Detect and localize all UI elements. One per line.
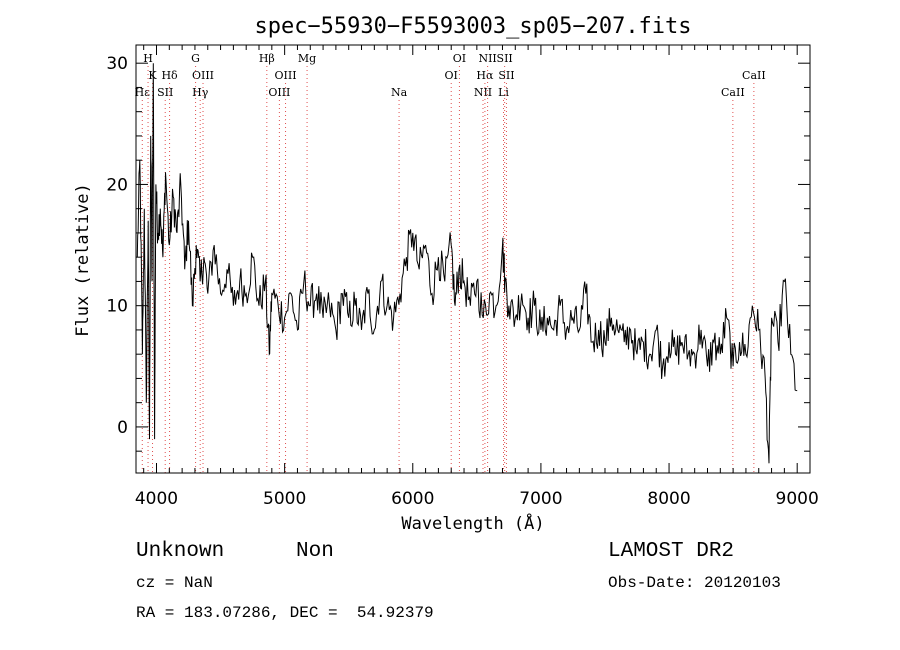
spectral-line-label: Hδ [161,69,178,82]
spectral-line-markers [141,66,755,473]
spectral-line-label: H [143,52,153,65]
spectral-line-label: OI [445,69,458,82]
x-tick-label: 8000 [647,489,690,509]
spectral-line-label: NII [478,52,496,65]
spectral-line-label: OI [453,52,466,65]
spectral-line-label: SII [497,52,513,65]
spectral-line-label: Hγ [192,86,209,99]
spectral-line-label: OIII [268,86,290,99]
spectrum-line [136,63,798,464]
x-tick-label: 7000 [519,489,562,509]
subclass-text: Non [296,540,334,563]
spectral-line-label: Hα [476,69,494,82]
spectral-line-label: SII [498,69,514,82]
x-tick-label: 9000 [776,489,819,509]
spectral-line-label: SII [157,86,173,99]
spectral-line-label: OIII [192,69,214,82]
spectral-line-label: Na [391,86,408,99]
x-tick-label: 4000 [135,489,178,509]
y-tick-label: 10 [106,297,128,317]
survey-text: LAMOST DR2 [608,540,735,563]
x-tick-label: 5000 [263,489,306,509]
obsdate-text: Obs-Date: 20120103 [608,574,781,592]
spectral-line-label: Hε [135,86,151,99]
spectral-line-label: Li [498,86,509,99]
y-axis: 0 10 20 30 [106,54,810,452]
cz-text: cz = NaN [136,574,213,592]
spectral-line-label: G [191,52,200,65]
spectral-line-label: CaII [721,86,745,99]
spectral-line-label: OIII [275,69,297,82]
x-axis: 4000 5000 6000 7000 8000 9000 [135,45,819,509]
x-tick-label: 6000 [391,489,434,509]
spectral-line-label: NII [474,86,492,99]
spectral-line-label: Mg [298,52,316,65]
y-axis-label: Flux (relative) [73,183,93,337]
radec-text: RA = 183.07286, DEC = 54.92379 [136,604,434,622]
chart-title: spec−55930−F5593003_sp05−207.fits [254,14,691,39]
y-tick-label: 30 [106,54,128,74]
plot-frame [135,44,811,474]
class-text: Unknown [136,540,225,563]
x-axis-label: Wavelength (Å) [401,512,544,534]
spectral-line-label: CaII [742,69,766,82]
y-tick-label: 20 [106,175,128,195]
spectral-line-label: Hβ [259,52,275,65]
y-tick-label: 0 [117,418,128,438]
